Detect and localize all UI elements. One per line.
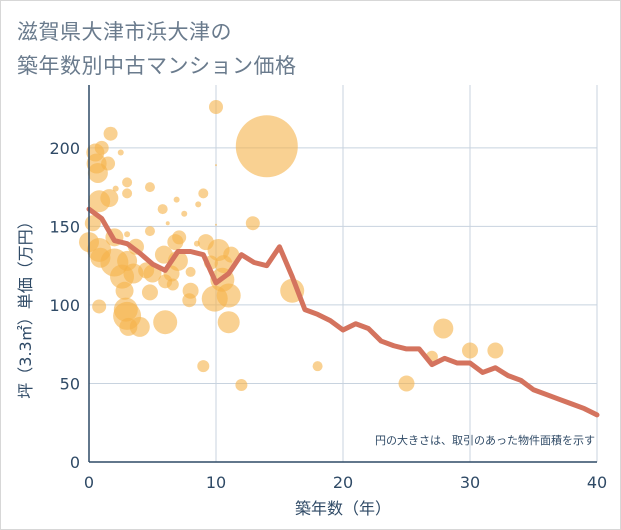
y-tick-label: 150: [49, 217, 80, 236]
bubble-point: [215, 164, 217, 167]
bubble-layer: [79, 99, 504, 392]
bubble-point: [235, 115, 298, 178]
bubble-point: [144, 226, 155, 237]
bubble-point: [245, 216, 260, 231]
x-axis-label: 築年数（年）: [295, 499, 391, 518]
bubble-point: [157, 204, 168, 215]
bubble-point: [195, 201, 202, 208]
y-tick-label: 100: [49, 296, 80, 315]
bubble-point: [487, 342, 504, 359]
bubble-point: [112, 185, 119, 192]
bubble-point: [215, 223, 217, 226]
trend-line-layer: [86, 206, 600, 418]
bubble-point: [94, 140, 109, 155]
bubble-point: [172, 230, 187, 245]
bubble-point: [235, 379, 248, 392]
title-line-1: 滋賀県大津市浜大津の: [17, 20, 232, 44]
bubble-point: [462, 342, 478, 359]
trend-line: [86, 206, 600, 418]
bubble-point: [181, 210, 188, 217]
bubble-point: [185, 266, 196, 277]
axis-layer: 0 10 20 30 40 0 50 100 150 200: [49, 85, 607, 492]
grid-lines: [89, 85, 598, 462]
bubble-point: [166, 278, 179, 291]
bubble-point: [124, 231, 131, 238]
bubble-point: [141, 284, 158, 301]
y-tick-label: 50: [60, 374, 80, 393]
bubble-point: [209, 99, 223, 114]
bubble-point: [122, 177, 133, 188]
y-tick-label: 200: [49, 139, 80, 158]
bubble-point: [115, 281, 134, 300]
x-tick-label: 30: [460, 473, 480, 492]
chart-title: 滋賀県大津市浜大津の 築年数別中古マンション価格: [17, 15, 297, 83]
bubble-point: [165, 221, 170, 226]
x-tick-label: 10: [206, 473, 226, 492]
bubble-point: [217, 311, 240, 334]
bubble-point: [173, 196, 180, 203]
bubble-point: [198, 188, 209, 199]
title-line-2: 築年数別中古マンション価格: [17, 54, 297, 78]
bubble-point: [117, 149, 124, 156]
bubble-point: [129, 316, 150, 337]
bubble-point: [197, 360, 210, 373]
bubble-point: [312, 361, 323, 372]
x-tick-label: 0: [84, 473, 94, 492]
bubble-point: [103, 126, 118, 141]
bubble-point: [122, 188, 133, 199]
x-tick-label: 20: [333, 473, 353, 492]
bubble-point: [144, 182, 155, 193]
y-axis-label: 坪（3.3㎡）単価（万円）: [16, 213, 35, 398]
bubble-point: [223, 246, 240, 263]
bubble-point: [101, 156, 116, 171]
bubble-point: [216, 283, 241, 308]
bubble-point: [398, 375, 415, 392]
bubble-point: [153, 310, 178, 335]
bubble-point: [100, 189, 119, 208]
y-tick-label: 0: [70, 453, 80, 472]
bubble-point: [433, 318, 454, 339]
x-tick-label: 40: [587, 473, 607, 492]
bubble-point: [182, 282, 199, 299]
size-note: 円の大きさは、取引のあった物件面積を示す: [375, 433, 595, 447]
bubble-point: [92, 299, 107, 314]
